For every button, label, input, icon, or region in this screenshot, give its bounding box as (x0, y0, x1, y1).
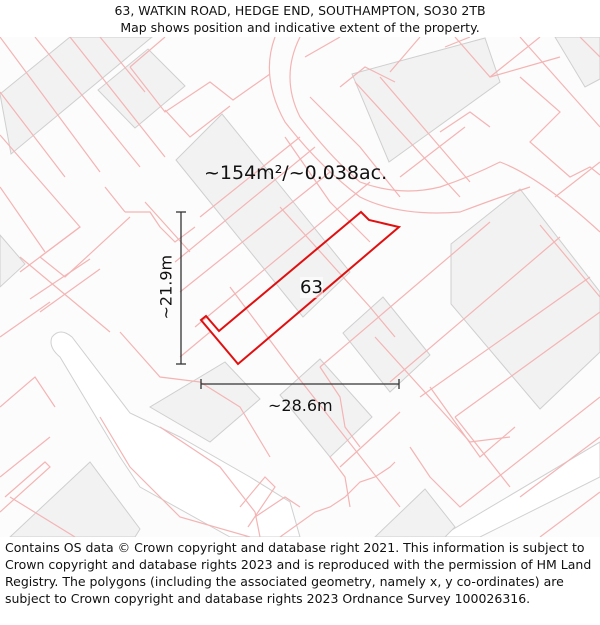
height-dimension-label: ~21.9m (156, 254, 176, 320)
road-shapes (50, 331, 600, 537)
buildings (0, 37, 600, 537)
property-outline[interactable] (199, 210, 402, 366)
map-header: 63, WATKIN ROAD, HEDGE END, SOUTHAMPTON,… (0, 0, 600, 36)
plot-number-label: 63 (300, 277, 323, 298)
map-subtitle: Map shows position and indicative extent… (120, 20, 480, 35)
map-canvas (0, 37, 600, 537)
property-address: 63, WATKIN ROAD, HEDGE END, SOUTHAMPTON,… (114, 3, 486, 18)
parcel-boundaries (0, 37, 600, 537)
dimension-lines (176, 211, 400, 389)
area-label: ~154m²/~0.038ac. (204, 162, 388, 184)
property-map[interactable]: ~154m²/~0.038ac. 63 ~21.9m ~28.6m (0, 37, 600, 537)
copyright-notice: Contains OS data © Crown copyright and d… (5, 540, 592, 606)
width-dimension-label: ~28.6m (268, 396, 333, 415)
